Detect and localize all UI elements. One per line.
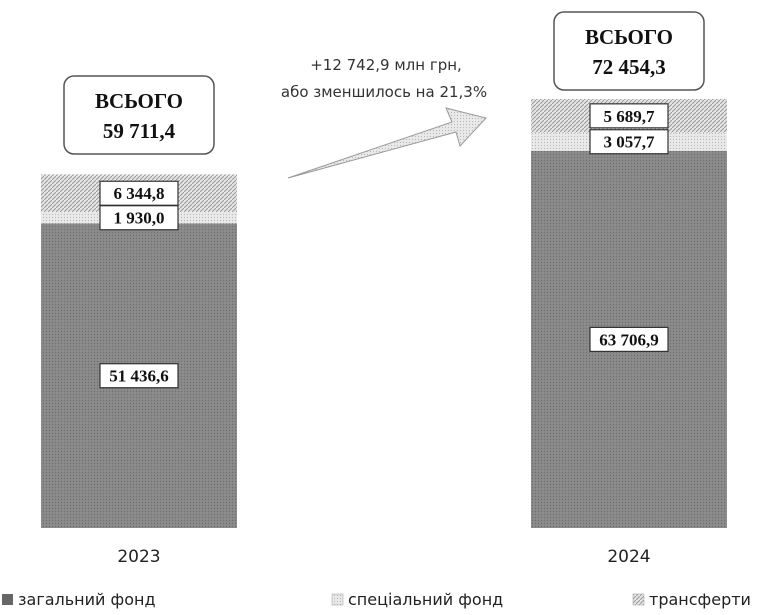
data-label-background [589,129,669,155]
data-label-box: 1 930,0 [99,205,179,231]
data-label: 3 057,7 [604,133,656,152]
legend-swatch [2,594,13,605]
legend-item: спеціальний фонд [331,590,503,609]
bars-layer [41,99,727,528]
total-box-frame [63,75,215,155]
data-label-box: 51 436,6 [99,363,179,389]
data-label: 6 344,8 [114,184,165,203]
total-value: 72 454,3 [592,55,666,79]
legend-swatch [632,593,645,606]
total-heading: ВСЬОГО [95,89,183,113]
legend-label: загальний фонд [18,590,156,609]
labels-layer: 51 436,6 1 930,0 6 344,8 ВСЬОГО 59 711,4 2023… [63,11,705,567]
data-label-background [99,363,179,389]
data-label: 63 706,9 [599,330,659,349]
data-label-background [589,103,669,129]
data-label-background [589,326,669,352]
legend-item: трансферти [632,590,751,609]
total-heading: ВСЬОГО [585,25,673,49]
data-label: 5 689,7 [604,107,656,126]
data-label: 1 930,0 [114,209,165,228]
legend-label: спеціальний фонд [348,590,503,609]
x-tick-label: 2024 [607,547,650,567]
data-label: 51 436,6 [109,367,169,386]
annotation-line-2: або зменшилось на 21,3% [281,83,487,101]
total-box: ВСЬОГО 72 454,3 [553,11,705,91]
annotation-line-1: +12 742,9 млн грн, [310,56,462,74]
data-label-box: 63 706,9 [589,326,669,352]
annotation-layer: +12 742,9 млн грн, або зменшилось на 21,3… [281,56,487,179]
data-label-background [99,180,179,206]
data-label-box: 5 689,7 [589,103,669,129]
legend: загальний фонд спеціальний фонд трансферти [2,590,751,609]
data-label-background [99,205,179,231]
growth-arrow [287,107,487,179]
data-label-box: 6 344,8 [99,180,179,206]
total-box-frame [553,11,705,91]
legend-label: трансферти [649,590,751,609]
legend-swatch [331,593,344,606]
data-label-box: 3 057,7 [589,129,669,155]
x-tick-label: 2023 [117,547,160,567]
total-box: ВСЬОГО 59 711,4 [63,75,215,155]
total-value: 59 711,4 [103,119,176,143]
legend-item: загальний фонд [2,590,156,609]
